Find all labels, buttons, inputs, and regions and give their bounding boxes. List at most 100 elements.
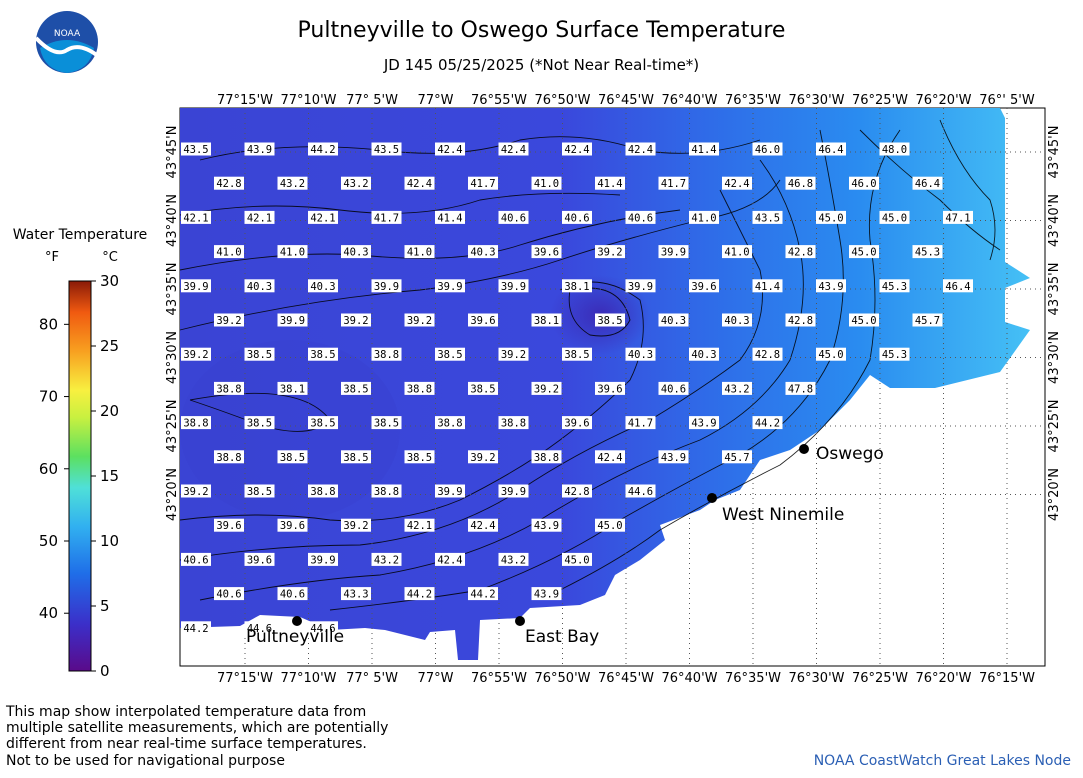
temp-value: 38.8 — [501, 418, 526, 430]
noaa-logo: NOAA — [34, 11, 100, 73]
temp-value: 43.9 — [247, 144, 272, 156]
temp-value-box — [341, 245, 371, 259]
lon-label-top: 76°55'W — [471, 93, 527, 108]
temp-value: 38.1 — [564, 281, 589, 293]
temp-value: 39.6 — [216, 520, 241, 532]
temp-value-box — [595, 313, 625, 327]
temp-value-box — [498, 279, 529, 293]
temp-value-box — [785, 381, 816, 395]
temp-value: 41.0 — [216, 247, 241, 259]
temp-value-box — [785, 176, 816, 190]
temp-value: 45.0 — [564, 554, 589, 566]
temp-value: 40.3 — [310, 281, 335, 293]
temp-value: 40.6 — [628, 212, 653, 224]
temp-value-box — [404, 176, 435, 190]
temp-value: 43.9 — [534, 520, 559, 532]
lon-label-top: 76°45'W — [598, 93, 654, 108]
temp-value-box — [277, 587, 308, 601]
lon-label-top: 76°' 5'W — [979, 93, 1035, 108]
temp-value-box — [849, 245, 879, 259]
lon-label-bottom: 76°45'W — [598, 671, 654, 686]
temp-value-box — [816, 279, 846, 293]
temp-value: 39.2 — [183, 486, 208, 498]
temp-value: 42.4 — [501, 144, 526, 156]
temp-value-box — [912, 313, 943, 327]
temp-value-box — [435, 484, 465, 498]
temp-value: 44.2 — [407, 589, 432, 601]
temp-value: 42.4 — [628, 144, 653, 156]
temp-value: 38.5 — [247, 486, 272, 498]
temp-value-box — [277, 450, 308, 464]
temp-value: 39.2 — [343, 520, 368, 532]
map-title: Pultneyville to Oswego Surface Temperatu… — [297, 18, 786, 43]
temp-value-box — [562, 552, 592, 566]
temp-value: 40.6 — [280, 589, 305, 601]
temp-value-box — [435, 210, 465, 224]
temp-value-box — [658, 176, 689, 190]
temp-value-box — [498, 142, 529, 156]
temp-value-box — [816, 210, 846, 224]
temp-value-box — [181, 416, 211, 430]
lat-label-left: 43°25'N — [165, 400, 180, 453]
temp-value: 40.3 — [343, 247, 368, 259]
disclaimer-note: This map show interpolated temperature d… — [6, 704, 389, 752]
temp-value: 38.5 — [247, 418, 272, 430]
temp-value: 38.5 — [374, 418, 399, 430]
legend-f-label: 40 — [39, 604, 58, 622]
temp-value-box — [181, 552, 211, 566]
temp-value-box — [879, 210, 910, 224]
temp-value-box — [277, 381, 308, 395]
temp-value: 47.1 — [945, 212, 970, 224]
temp-value-box — [879, 142, 910, 156]
temp-value-box — [531, 381, 562, 395]
legend-c-label: 25 — [100, 337, 119, 355]
temp-value: 38.1 — [280, 383, 305, 395]
temp-value: 41.0 — [280, 247, 305, 259]
temp-value: 40.6 — [564, 212, 589, 224]
temp-value-box — [531, 587, 562, 601]
place-label-west-ninemile: West Ninemile — [722, 505, 844, 525]
temp-value-box — [404, 313, 435, 327]
temp-value-box — [277, 518, 308, 532]
temp-value: 42.1 — [407, 520, 432, 532]
lat-label-left: 43°45'N — [165, 126, 180, 179]
temp-value-box — [625, 416, 656, 430]
temp-value: 39.2 — [343, 315, 368, 327]
lat-label-left: 43°20'N — [165, 468, 180, 521]
temp-value-box — [308, 142, 338, 156]
temp-value: 38.8 — [437, 418, 462, 430]
lon-label-bottom: 77°W — [418, 671, 454, 686]
temp-value-box — [181, 142, 211, 156]
lon-label-top: 76°20'W — [915, 93, 971, 108]
temp-value: 39.2 — [183, 349, 208, 361]
temp-value: 41.0 — [691, 212, 716, 224]
svg-text:°C: °C — [102, 250, 118, 265]
temp-value-box — [435, 552, 465, 566]
temp-value-box — [181, 347, 211, 361]
temp-value: 38.8 — [216, 383, 241, 395]
temp-value-box — [752, 210, 783, 224]
temp-value-box — [625, 142, 656, 156]
temp-value-box — [404, 587, 435, 601]
legend-c-label: 10 — [100, 532, 119, 550]
legend-f-label: 60 — [39, 460, 58, 478]
temp-value: 45.7 — [915, 315, 940, 327]
temp-value: 44.2 — [183, 623, 208, 635]
temp-value: 39.6 — [597, 383, 622, 395]
temp-value: 42.4 — [564, 144, 589, 156]
temp-value-box — [722, 381, 752, 395]
temp-value: 39.6 — [534, 247, 559, 259]
lat-label-left: 43°35'N — [165, 263, 180, 316]
temp-value: 45.0 — [597, 520, 622, 532]
temp-value: 39.9 — [437, 281, 462, 293]
temp-value-box — [371, 484, 402, 498]
temp-value: 38.8 — [407, 383, 432, 395]
temp-value: 39.9 — [374, 281, 399, 293]
temp-value-box — [468, 381, 498, 395]
temp-value-box — [277, 176, 308, 190]
temp-value-box — [404, 381, 435, 395]
lat-label-right: 43°25'N — [1047, 400, 1062, 453]
lon-label-top: 77°10'W — [280, 93, 336, 108]
temp-value-box — [181, 210, 211, 224]
temp-value: 39.9 — [628, 281, 653, 293]
